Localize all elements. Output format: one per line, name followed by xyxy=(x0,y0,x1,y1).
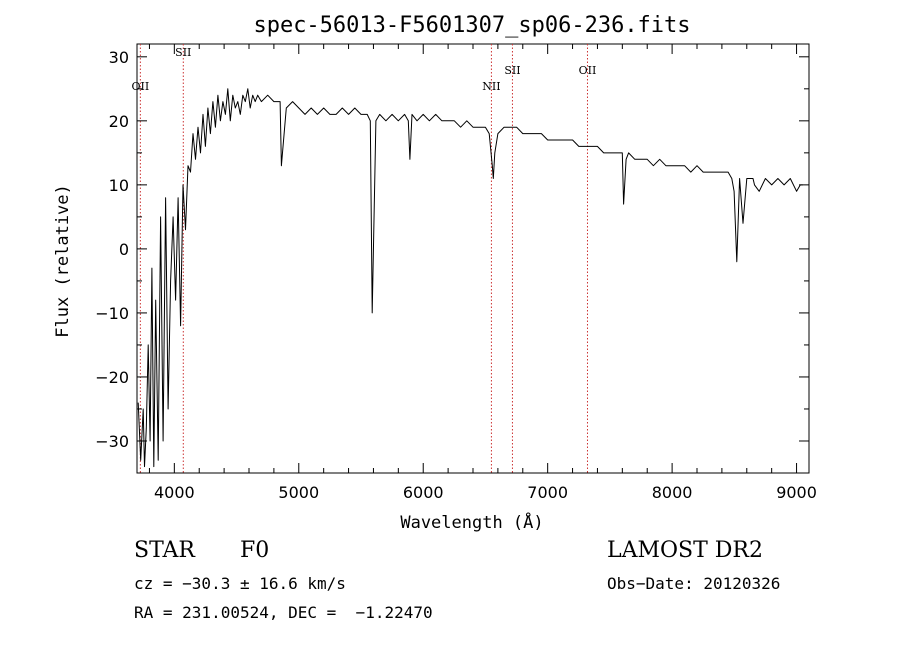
y-tick-label: 20 xyxy=(109,112,129,131)
y-tick-label: −30 xyxy=(95,432,129,451)
x-tick-label: 5000 xyxy=(278,483,319,502)
x-tick-label: 6000 xyxy=(403,483,444,502)
emission-line-label: NII xyxy=(482,80,500,93)
chart-title: spec-56013-F5601307_sp06-236.fits xyxy=(253,13,690,38)
emission-line-label: OII xyxy=(579,64,597,77)
emission-line-label: OII xyxy=(132,80,150,93)
emission-line-label: SII xyxy=(504,64,520,77)
spectrum-series xyxy=(137,88,803,468)
object-class: STAR xyxy=(134,538,195,563)
x-tick-label: 9000 xyxy=(776,483,817,502)
y-axis-ticks: −30 −20 −10 0 10 20 30 xyxy=(95,48,809,474)
plot-frame xyxy=(136,43,810,474)
y-tick-label: 10 xyxy=(109,176,129,195)
observation-date: Obs−Date: 20120326 xyxy=(607,574,781,593)
x-tick-label: 7000 xyxy=(527,483,568,502)
x-axis-label: Wavelength (Å) xyxy=(400,511,543,533)
ra-dec-coordinates: RA = 231.00524, DEC = −1.22470 xyxy=(134,603,433,622)
x-tick-label: 8000 xyxy=(652,483,693,502)
y-tick-label: −20 xyxy=(95,368,129,387)
redshift-cz: cz = −30.3 ± 16.6 km/s xyxy=(134,574,346,593)
y-tick-label: −10 xyxy=(95,304,129,323)
x-tick-label: 4000 xyxy=(154,483,195,502)
survey-label: LAMOST DR2 xyxy=(607,538,763,563)
y-tick-label: 30 xyxy=(109,48,129,67)
object-subclass: F0 xyxy=(240,538,270,563)
emission-line-label: SII xyxy=(175,46,191,59)
x-axis-ticks: 4000 5000 6000 7000 8000 9000 xyxy=(148,44,817,502)
y-tick-label: 0 xyxy=(119,240,129,259)
emission-line-markers: OII SII NII SII OII xyxy=(132,44,597,473)
y-axis-label: Flux (relative) xyxy=(53,184,73,338)
spectrum-line xyxy=(137,88,803,468)
